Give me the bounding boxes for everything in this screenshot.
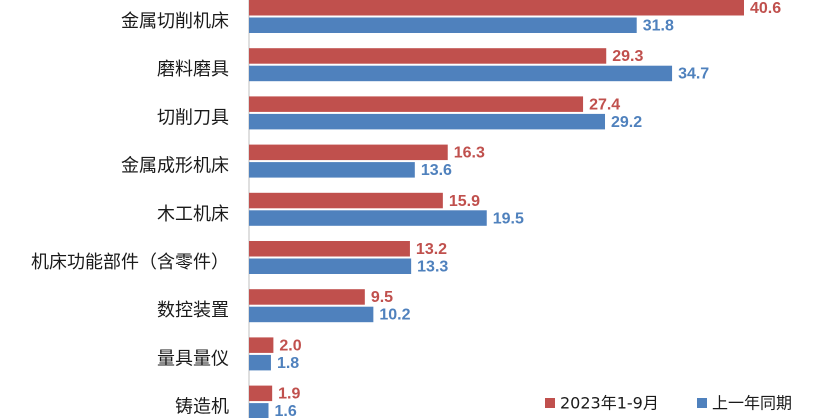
legend-swatch-current-period xyxy=(545,398,555,408)
value-label: 19.5 xyxy=(493,210,524,227)
bar-current-period xyxy=(249,192,443,209)
bar-prior-period xyxy=(249,258,412,274)
bar-prior-period xyxy=(249,65,673,82)
value-label: 40.6 xyxy=(750,0,781,17)
bar-prior-period xyxy=(249,162,415,178)
bar-prior-period xyxy=(249,306,374,323)
value-label: 1.9 xyxy=(278,386,300,403)
value-label: 13.2 xyxy=(416,241,447,258)
category-label: 铸造机 xyxy=(175,397,229,418)
value-label: 29.2 xyxy=(611,114,642,131)
category-label: 机床功能部件（含零件） xyxy=(31,252,229,273)
bar-prior-period xyxy=(249,113,606,130)
value-label: 29.3 xyxy=(612,48,643,65)
value-label: 31.8 xyxy=(643,17,674,34)
bar-prior-period xyxy=(249,354,271,371)
category-label: 金属切削机床 xyxy=(121,11,229,32)
bars-group xyxy=(249,0,744,418)
value-label: 16.3 xyxy=(454,145,485,162)
value-label: 34.7 xyxy=(678,66,709,83)
value-label: 1.6 xyxy=(275,403,297,418)
category-label: 切削刀具 xyxy=(157,107,229,128)
value-label: 10.2 xyxy=(379,307,410,324)
value-label: 13.3 xyxy=(417,258,448,275)
bar-prior-period xyxy=(249,210,487,226)
legend-label-prior-period: 上一年同期 xyxy=(712,394,792,413)
category-label: 金属成形机床 xyxy=(121,156,229,177)
value-label: 9.5 xyxy=(371,289,393,306)
bar-prior-period xyxy=(249,403,269,418)
legend: 2023年1-9月 上一年同期 xyxy=(545,394,792,413)
bar-current-period xyxy=(249,385,273,402)
value-label: 13.6 xyxy=(421,162,452,179)
bar-current-period xyxy=(249,337,274,353)
legend-swatch-prior-period xyxy=(697,398,707,408)
bar-current-period xyxy=(249,241,410,257)
category-label: 量具量仪 xyxy=(157,348,229,369)
legend-label-current-period: 2023年1-9月 xyxy=(560,394,659,413)
value-label: 1.8 xyxy=(277,355,299,372)
value-label: 2.0 xyxy=(279,337,301,354)
bar-prior-period xyxy=(249,17,637,33)
value-label: 27.4 xyxy=(589,96,620,113)
bar-current-period xyxy=(249,96,584,112)
bar-current-period xyxy=(249,48,607,64)
value-labels-group: 40.6 31.829.3 34.7 27.429.2 16.313.6 15.9 19.5… xyxy=(275,0,782,418)
bar-current-period xyxy=(249,0,744,16)
bar-current-period xyxy=(249,289,365,305)
category-label: 磨料磨具 xyxy=(157,59,229,80)
category-label: 数控装置 xyxy=(157,300,229,321)
bar-current-period xyxy=(249,144,448,161)
category-label: 木工机床 xyxy=(157,204,229,225)
value-label: 15.9 xyxy=(449,193,480,210)
